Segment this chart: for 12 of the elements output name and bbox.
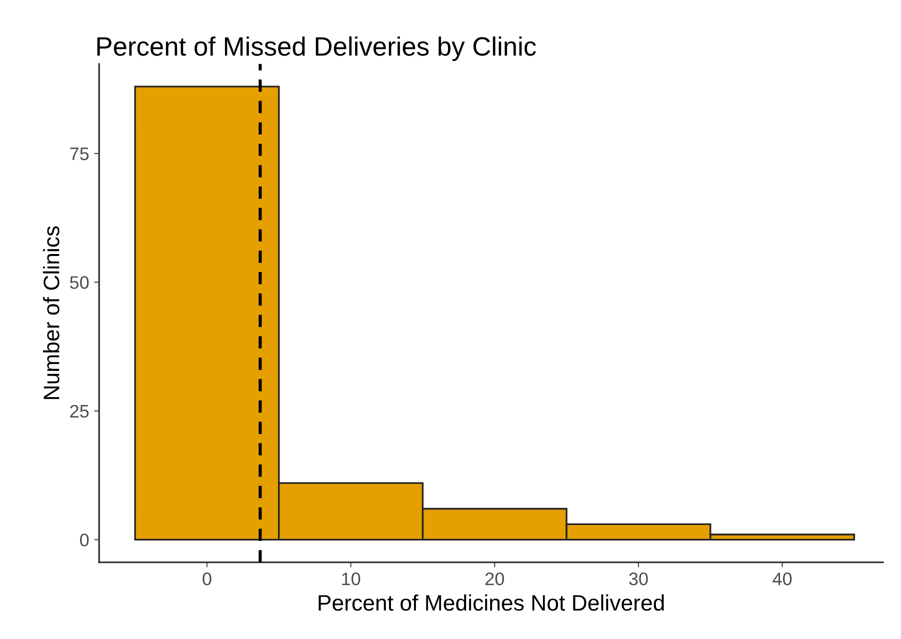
y-tick-label: 0	[80, 534, 89, 546]
y-tick-label: 75	[70, 148, 89, 160]
x-tick-label: 30	[629, 572, 648, 586]
y-axis-title: Number of Clinics	[43, 226, 60, 399]
y-tick-label: 50	[70, 276, 89, 289]
x-axis-title: Percent of Medicines Not Delivered	[318, 594, 664, 611]
chart-title: Percent of Missed Deliveries by Clinic	[97, 36, 536, 62]
x-tick-label: 20	[486, 572, 504, 586]
x-tick-label: 10	[342, 572, 360, 586]
y-tick-label: 25	[70, 404, 89, 418]
x-tick-label: 40	[772, 572, 792, 586]
x-tick-label: 0	[202, 572, 212, 586]
